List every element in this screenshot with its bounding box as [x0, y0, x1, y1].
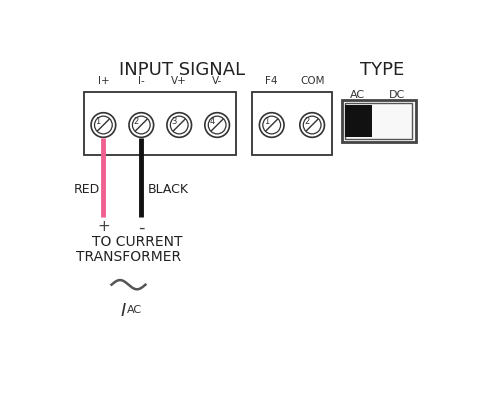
- Text: TYPE: TYPE: [360, 61, 405, 79]
- Text: TRANSFORMER: TRANSFORMER: [76, 250, 181, 264]
- Text: 2: 2: [304, 116, 310, 126]
- Text: BLACK: BLACK: [147, 183, 188, 196]
- Text: -: -: [138, 219, 144, 237]
- Text: COM: COM: [300, 76, 324, 86]
- Text: 3: 3: [172, 116, 176, 126]
- Text: INPUT SIGNAL: INPUT SIGNAL: [119, 61, 246, 79]
- Text: +: +: [97, 219, 110, 234]
- Circle shape: [263, 116, 281, 134]
- Bar: [251, 92, 332, 155]
- Text: 4: 4: [210, 116, 214, 126]
- Text: V+: V+: [172, 76, 187, 86]
- Text: 1: 1: [96, 116, 101, 126]
- Circle shape: [95, 116, 112, 134]
- Text: V-: V-: [212, 76, 222, 86]
- Text: TO CURRENT: TO CURRENT: [93, 234, 183, 249]
- Text: AC: AC: [350, 90, 365, 100]
- Text: $\mathit{I}$: $\mathit{I}$: [120, 302, 127, 320]
- Circle shape: [303, 116, 321, 134]
- Circle shape: [171, 116, 188, 134]
- Circle shape: [300, 113, 324, 137]
- Circle shape: [259, 113, 284, 137]
- Circle shape: [205, 113, 229, 137]
- Circle shape: [129, 113, 154, 137]
- Circle shape: [91, 113, 116, 137]
- Bar: [342, 100, 416, 142]
- Text: DC: DC: [389, 90, 406, 100]
- Text: F4: F4: [265, 76, 278, 86]
- Text: I+: I+: [98, 76, 109, 86]
- Text: 2: 2: [134, 116, 139, 126]
- Text: I-: I-: [138, 76, 144, 86]
- Circle shape: [133, 116, 150, 134]
- Bar: [84, 92, 236, 155]
- Circle shape: [167, 113, 192, 137]
- Bar: [345, 103, 413, 139]
- Circle shape: [208, 116, 226, 134]
- Text: AC: AC: [127, 305, 142, 316]
- Bar: [346, 105, 372, 137]
- Text: 1: 1: [264, 116, 269, 126]
- Text: RED: RED: [73, 183, 100, 196]
